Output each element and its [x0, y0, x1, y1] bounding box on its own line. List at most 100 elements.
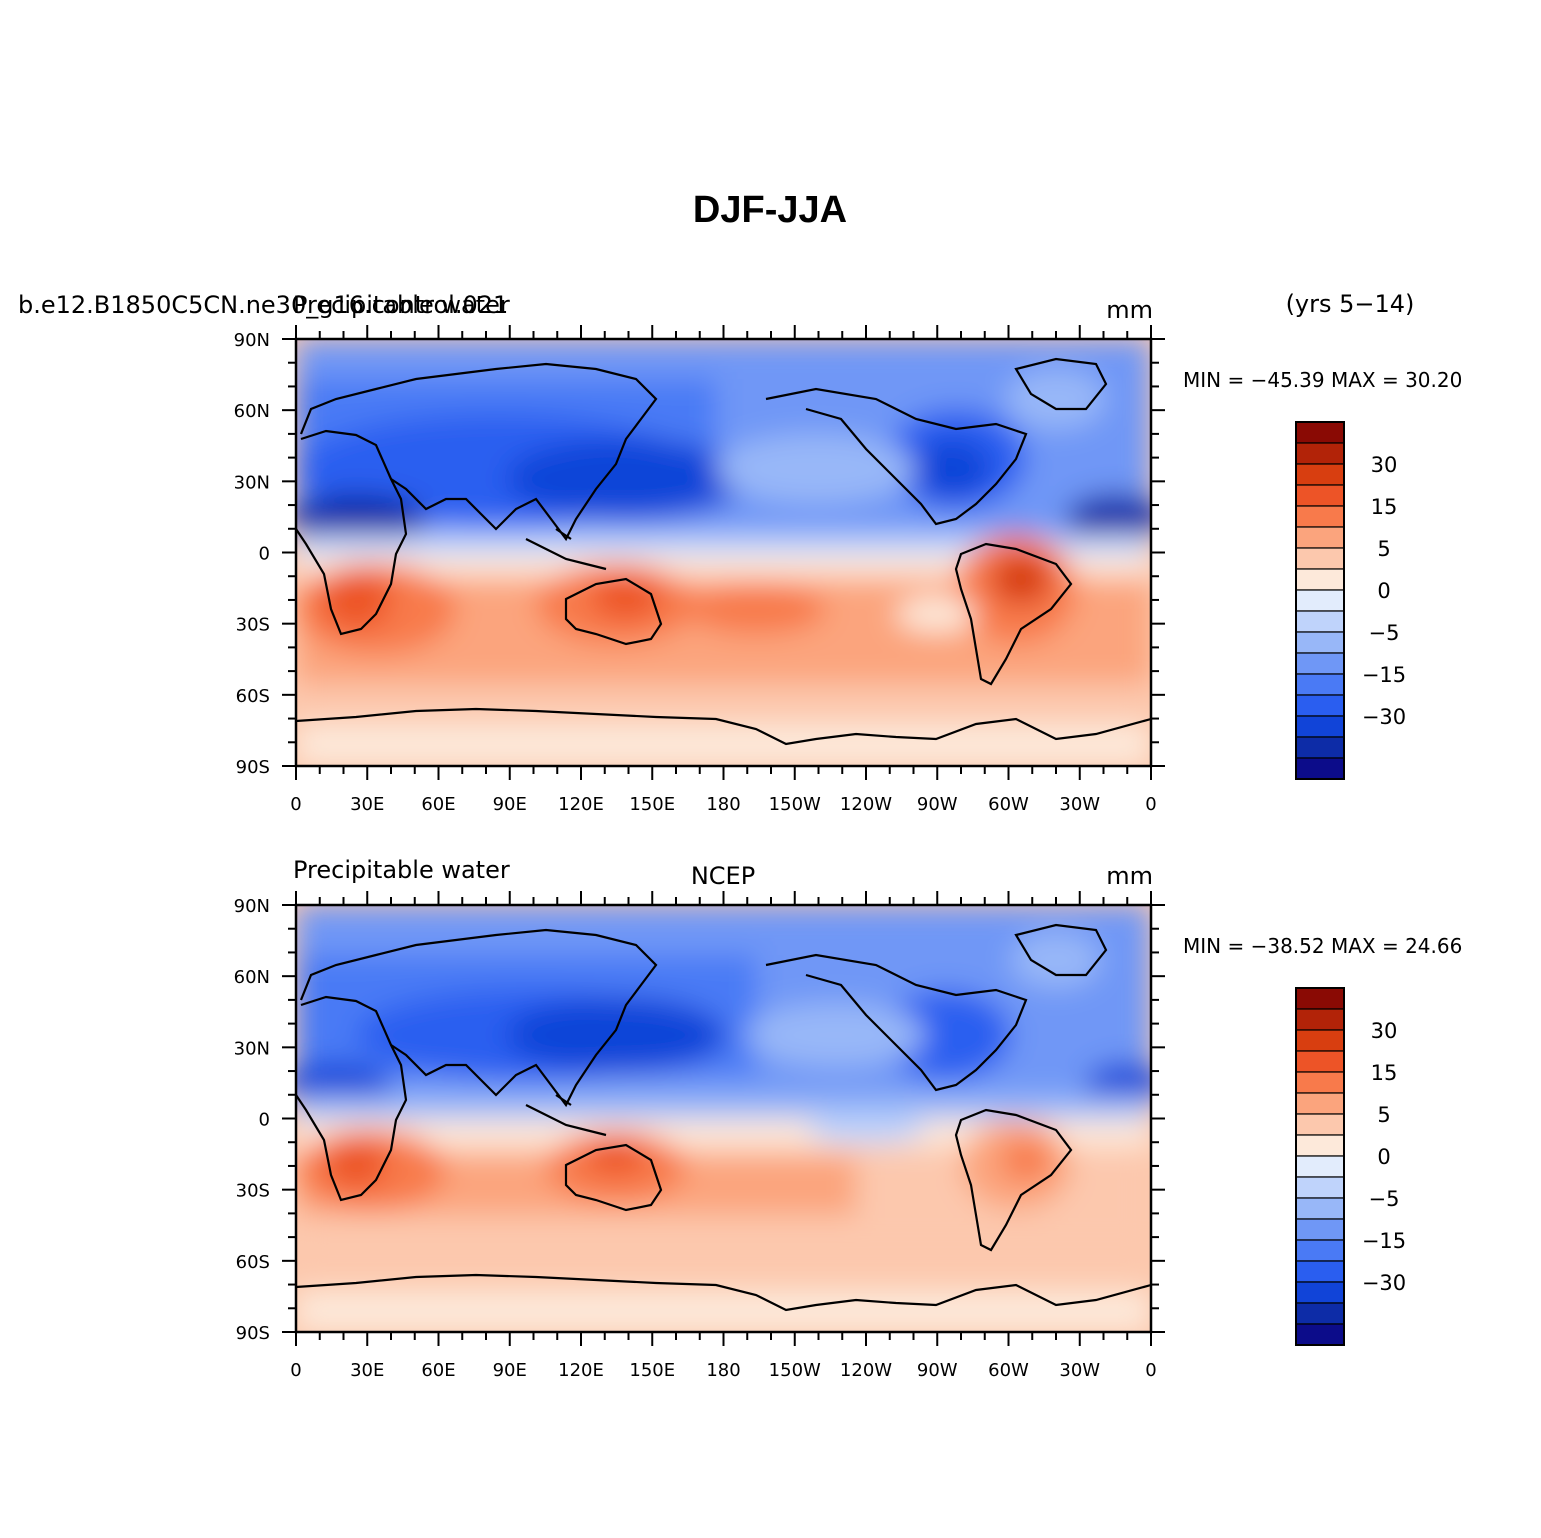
y-tick-label: 90N	[234, 330, 270, 351]
colorbar: 30 15 5 0 −5 −15 −30	[1295, 421, 1406, 780]
coastline-greenland	[1014, 357, 1108, 411]
x-tick-label: 30E	[350, 794, 384, 815]
colorbar-label: −15	[1362, 663, 1406, 687]
y-tick-label: 0	[259, 1110, 270, 1131]
x-tick-marks	[295, 325, 1152, 780]
x-tick-label: 180	[706, 794, 740, 815]
coastline-north-america	[765, 387, 1028, 526]
colorbar-label: 0	[1377, 1145, 1390, 1169]
colorbar-label: 30	[1371, 1019, 1398, 1043]
colorbar-label: −5	[1369, 1187, 1400, 1211]
coastline-africa	[295, 429, 408, 636]
y-tick-label: 30N	[234, 472, 270, 493]
x-tick-label: 90E	[493, 794, 527, 815]
y-tick-label: 90N	[234, 896, 270, 917]
x-tick-label: 150E	[629, 1360, 675, 1381]
panel-min-max: MIN = −38.52 MAX = 24.66	[1183, 934, 1462, 958]
coastline-layer	[295, 923, 1152, 1312]
colorbar-label: −30	[1362, 705, 1406, 729]
x-tick-label: 90W	[917, 794, 958, 815]
coastline-antarctica	[295, 707, 1152, 746]
colorbar-box	[1295, 736, 1345, 759]
panel-min-max: MIN = −45.39 MAX = 30.20	[1183, 368, 1462, 392]
colorbar-box	[1295, 1197, 1345, 1220]
colorbar-box	[1295, 442, 1345, 465]
coastline-eurasia	[299, 362, 658, 542]
x-tick-label: 30W	[1059, 794, 1100, 815]
y-tick-label: 60S	[236, 686, 270, 707]
colorbar-box	[1295, 610, 1345, 633]
y-tick-label: 60N	[234, 967, 270, 988]
panel-left-label-overlay: Precipitable water	[293, 291, 510, 319]
x-tick-label: 120W	[840, 794, 892, 815]
y-tick-label: 60S	[236, 1252, 270, 1273]
colorbar-label: −5	[1369, 621, 1400, 645]
map-frame: 0 30E 60E 90E 120E 150E 180 150W 120W 90W 60W 30W 0 …	[234, 325, 1165, 815]
coastline-antarctica	[295, 1273, 1152, 1312]
x-tick-label: 0	[1145, 794, 1156, 815]
map-panel-ncep: Precipitable water NCEP mm MIN = −38.52 …	[234, 856, 1463, 1381]
colorbar-box	[1295, 1071, 1345, 1094]
x-tick-label: 150W	[769, 1360, 821, 1381]
x-tick-label: 60W	[988, 1360, 1029, 1381]
y-tick-label: 90S	[236, 757, 270, 778]
y-tick-marks	[282, 904, 1165, 1333]
map-panel-model: b.e12.B1850C5CN.ne30_g16.control.021 Pre…	[18, 290, 1462, 815]
colorbar-box	[1295, 589, 1345, 612]
x-tick-label: 90E	[493, 1360, 527, 1381]
colorbar-box	[1295, 1218, 1345, 1241]
coastline-eurasia	[299, 928, 658, 1108]
map-frame: 0 30E 60E 90E 120E 150E 180 150W 120W 90W 60W 30W 0 …	[234, 891, 1165, 1381]
coastline-south-america	[954, 1108, 1073, 1252]
colorbar-box	[1295, 505, 1345, 528]
colorbar-box	[1295, 694, 1345, 717]
colorbar-box	[1295, 1134, 1345, 1157]
colorbar-box	[1295, 715, 1345, 738]
y-tick-label: 30N	[234, 1038, 270, 1059]
colorbar-label: 30	[1371, 453, 1398, 477]
colorbar-box	[1295, 987, 1345, 1010]
y-tick-label: 0	[259, 544, 270, 565]
map-field	[296, 339, 1151, 766]
coastline-south-america	[954, 542, 1073, 686]
x-tick-label: 0	[290, 1360, 301, 1381]
coastline-africa	[295, 995, 408, 1202]
panel-units-label: mm	[1106, 296, 1153, 324]
colorbar-label: 15	[1371, 495, 1398, 519]
y-tick-labels: 90N 60N 30N 0 30S 60S 90S	[234, 330, 270, 778]
colorbar-box	[1295, 1092, 1345, 1115]
colorbar: 30 15 5 0 −5 −15 −30	[1295, 987, 1406, 1346]
panel-units-label: mm	[1106, 862, 1153, 890]
x-tick-label: 120E	[558, 794, 604, 815]
coastline-north-america	[765, 953, 1028, 1092]
colorbar-box	[1295, 673, 1345, 696]
x-tick-label: 30W	[1059, 1360, 1100, 1381]
colorbar-box	[1295, 631, 1345, 654]
colorbar-box	[1295, 1113, 1345, 1136]
figure-title: DJF-JJA	[693, 189, 847, 231]
colorbar-box	[1295, 1239, 1345, 1262]
x-tick-labels: 0 30E 60E 90E 120E 150E 180 150W 120W 90W 60W 30W 0	[290, 794, 1156, 815]
panel-center-label: NCEP	[691, 862, 755, 890]
colorbar-box	[1295, 421, 1345, 444]
colorbar-label: 5	[1377, 537, 1390, 561]
x-tick-label: 60W	[988, 794, 1029, 815]
x-tick-label: 150E	[629, 794, 675, 815]
colorbar-box	[1295, 484, 1345, 507]
colorbar-box	[1295, 547, 1345, 570]
coastline-indonesia	[525, 528, 607, 571]
x-tick-label: 30E	[350, 1360, 384, 1381]
colorbar-box	[1295, 1302, 1345, 1325]
colorbar-box	[1295, 1176, 1345, 1199]
map-field	[296, 905, 1151, 1332]
x-tick-label: 180	[706, 1360, 740, 1381]
x-tick-label: 60E	[421, 794, 455, 815]
colorbar-box	[1295, 757, 1345, 780]
colorbar-box	[1295, 1281, 1345, 1304]
colorbar-box	[1295, 526, 1345, 549]
x-tick-marks	[295, 891, 1152, 1346]
colorbar-label: 5	[1377, 1103, 1390, 1127]
x-tick-label: 90W	[917, 1360, 958, 1381]
panel-left-label: b.e12.B1850C5CN.ne30_g16.control.021	[18, 291, 508, 319]
colorbar-label: −30	[1362, 1271, 1406, 1295]
